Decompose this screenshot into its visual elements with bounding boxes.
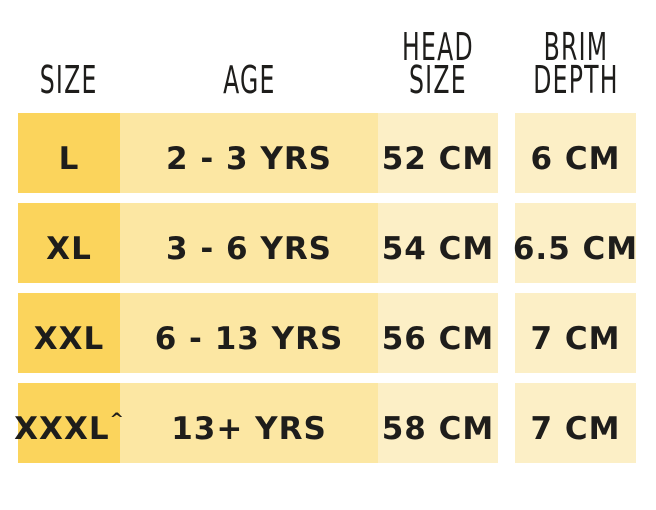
age-value: 6 - 13 YRS <box>154 321 344 357</box>
header-age-label: AGE <box>222 58 276 102</box>
size-value: XXL <box>33 321 105 357</box>
size-value: XXXL <box>14 411 110 447</box>
size-value: XL <box>46 231 92 267</box>
size-chart-table: SIZE AGE HEAD SIZE BRIM DEPTH L 2 - 3 YR… <box>14 20 639 463</box>
brim-depth-value: 7 CM <box>530 411 621 447</box>
brim-depth-value: 6 CM <box>530 141 621 177</box>
size-cell: XXL <box>18 293 120 373</box>
table-row: L 2 - 3 YRS 52 CM 6 CM <box>18 113 636 193</box>
head-size-value: 54 CM <box>381 231 495 267</box>
size-value: L <box>58 141 80 177</box>
header-brim-depth-label: BRIM DEPTH <box>532 25 619 102</box>
head-size-value: 52 CM <box>381 141 495 177</box>
age-cell: 6 - 13 YRS <box>120 293 378 373</box>
head-size-cell: 54 CM <box>378 203 498 283</box>
brim-depth-value: 7 CM <box>530 321 621 357</box>
age-cell: 2 - 3 YRS <box>120 113 378 193</box>
brim-depth-cell: 7 CM <box>515 293 636 373</box>
brim-depth-cell: 7 CM <box>515 383 636 463</box>
column-gap <box>498 113 515 193</box>
header-head-size-label: HEAD SIZE <box>402 25 474 102</box>
head-size-cell: 56 CM <box>378 293 498 373</box>
head-size-cell: 58 CM <box>378 383 498 463</box>
header-size-label: SIZE <box>40 58 98 102</box>
age-cell: 3 - 6 YRS <box>120 203 378 283</box>
header-gap <box>498 97 515 103</box>
table-row: XL 3 - 6 YRS 54 CM 6.5 CM <box>18 203 639 283</box>
table-row: XXXL ^ 13+ YRS 58 CM 7 CM <box>14 383 636 463</box>
size-cell: XXXL ^ <box>14 383 124 463</box>
column-gap <box>498 383 515 463</box>
brim-depth-cell: 6 CM <box>515 113 636 193</box>
brim-depth-cell: 6.5 CM <box>512 203 639 283</box>
age-value: 2 - 3 YRS <box>165 141 333 177</box>
table-row: XXL 6 - 13 YRS 56 CM 7 CM <box>18 293 636 373</box>
age-value: 13+ YRS <box>171 411 327 447</box>
header-brim-depth: BRIM DEPTH <box>515 25 636 103</box>
age-cell: 13+ YRS <box>120 383 378 463</box>
column-gap <box>498 293 515 373</box>
age-value: 3 - 6 YRS <box>165 231 333 267</box>
header-head-size: HEAD SIZE <box>378 25 498 103</box>
size-cell: XL <box>18 203 120 283</box>
head-size-value: 56 CM <box>381 321 495 357</box>
header-age: AGE <box>120 58 378 103</box>
brim-depth-value: 6.5 CM <box>512 231 639 267</box>
head-size-value: 58 CM <box>381 411 495 447</box>
header-size: SIZE <box>18 58 120 103</box>
table-header-row: SIZE AGE HEAD SIZE BRIM DEPTH <box>18 20 636 103</box>
size-cell: L <box>18 113 120 193</box>
head-size-cell: 52 CM <box>378 113 498 193</box>
